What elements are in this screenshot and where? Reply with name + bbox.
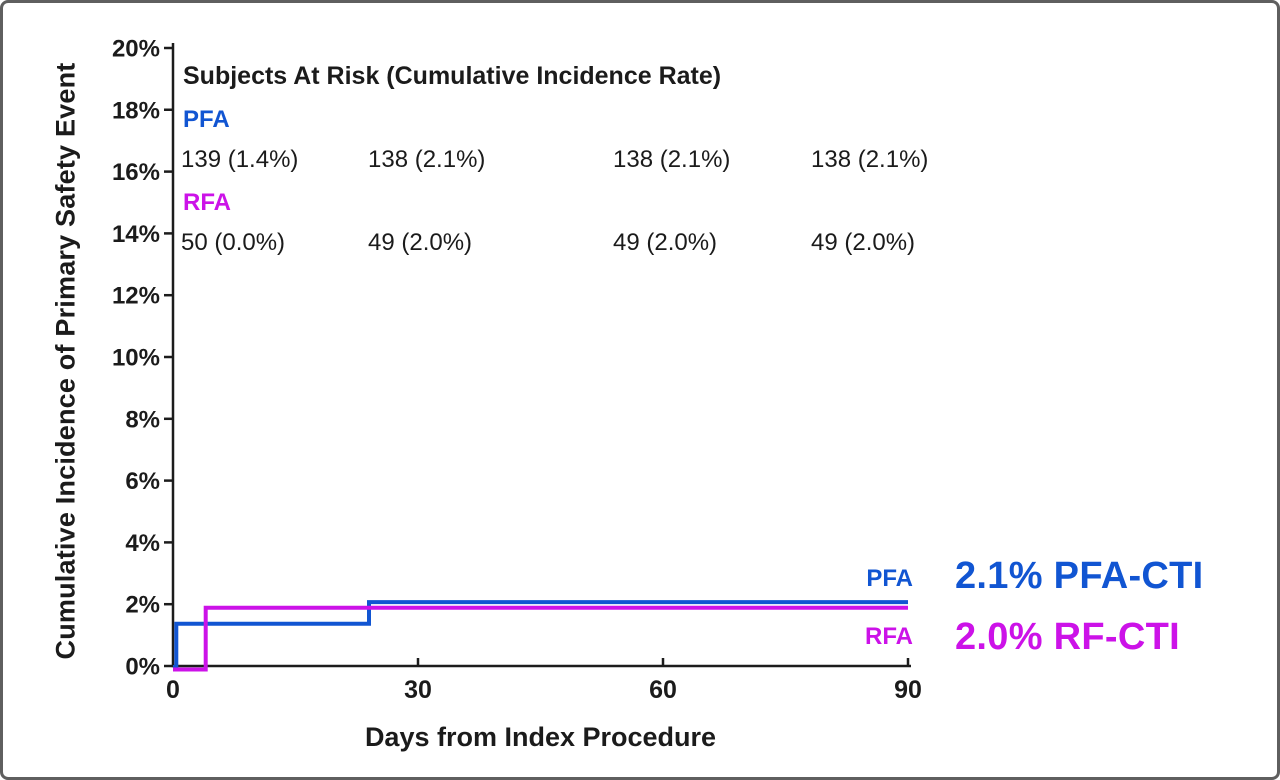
at-risk-cell: 139 (1.4%) [181,146,299,173]
y-tick-label: 2% [125,592,160,619]
chart-canvas: 0% 2% 4% 6% 8% 10% 12% 14% 16% 18% 20% 0 30 60 90 [112,36,922,705]
pfa-rate-annotation: 2.1% PFA-CTI [955,555,1204,597]
y-tick-label: 8% [125,406,160,433]
y-tick-label: 16% [112,159,160,186]
x-axis-title: Days from Index Procedure [364,722,717,752]
rfa-rate-annotation: 2.0% RF-CTI [955,616,1180,658]
y-tick-label: 18% [112,97,160,124]
at-risk-title: Subjects At Risk (Cumulative Incidence R… [183,62,722,90]
x-tick-label: 90 [894,676,922,704]
at-risk-cell: 138 (2.1%) [368,146,486,173]
x-tick-label: 60 [649,676,677,704]
pfa-line-label: PFA [866,565,913,592]
at-risk-group-label-pfa: PFA [183,106,230,133]
y-tick-label: 0% [125,654,160,681]
x-tick-label: 0 [166,676,180,704]
at-risk-cell: 49 (2.0%) [811,229,916,256]
y-tick-label: 14% [112,221,160,248]
x-tick-label: 30 [404,676,432,704]
at-risk-cell: 50 (0.0%) [181,229,286,256]
rfa-line-label: RFA [865,623,913,650]
y-tick-label: 10% [112,345,160,372]
pfa-series-line [173,600,908,669]
y-axis-title: Cumulative Incidence of Primary Safety E… [50,62,81,660]
y-tick-label: 12% [112,283,160,310]
at-risk-cell: 138 (2.1%) [811,146,929,173]
at-risk-cell: 49 (2.0%) [368,229,473,256]
y-tick-label: 4% [125,530,160,557]
y-tick-label: 20% [112,36,160,63]
at-risk-group-label-rfa: RFA [183,189,231,216]
at-risk-cell: 138 (2.1%) [613,146,731,173]
rfa-series-line [173,605,908,672]
y-tick-label: 6% [125,468,160,495]
at-risk-cell: 49 (2.0%) [613,229,718,256]
